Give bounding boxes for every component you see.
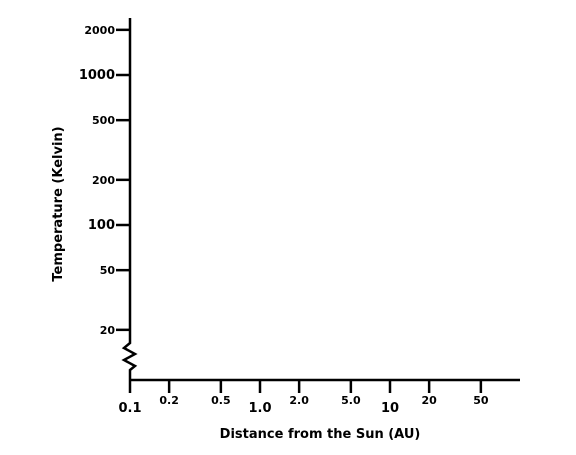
x-tick-label: 0.1 [118, 401, 141, 416]
x-tick-label: 5.0 [341, 394, 361, 407]
x-tick-label: 0.5 [211, 394, 231, 407]
y-tick-label: 1000 [79, 68, 115, 83]
y-tick-label: 20 [100, 324, 116, 337]
chart-axes [121, 18, 520, 393]
x-ticks: 0.1 0.2 0.5 1.0 2.0 5.0 10 20 50 [118, 380, 489, 416]
x-tick-label: 1.0 [248, 401, 271, 416]
x-tick-label: 2.0 [289, 394, 309, 407]
x-tick-label: 50 [473, 394, 489, 407]
y-tick-label: 500 [92, 114, 115, 127]
y-axis-line [121, 18, 138, 393]
x-tick-label: 0.2 [159, 394, 179, 407]
x-axis-title: Distance from the Sun (AU) [220, 427, 421, 442]
x-tick-label: 20 [421, 394, 437, 407]
y-tick-label: 50 [100, 264, 116, 277]
x-tick-label: 10 [381, 401, 399, 416]
y-axis-title: Temperature (Kelvin) [51, 126, 66, 281]
y-tick-label: 2000 [84, 24, 115, 37]
y-tick-label: 200 [92, 174, 115, 187]
y-ticks: 2000 1000 500 200 100 50 20 [79, 24, 130, 337]
y-tick-label: 100 [88, 218, 115, 233]
